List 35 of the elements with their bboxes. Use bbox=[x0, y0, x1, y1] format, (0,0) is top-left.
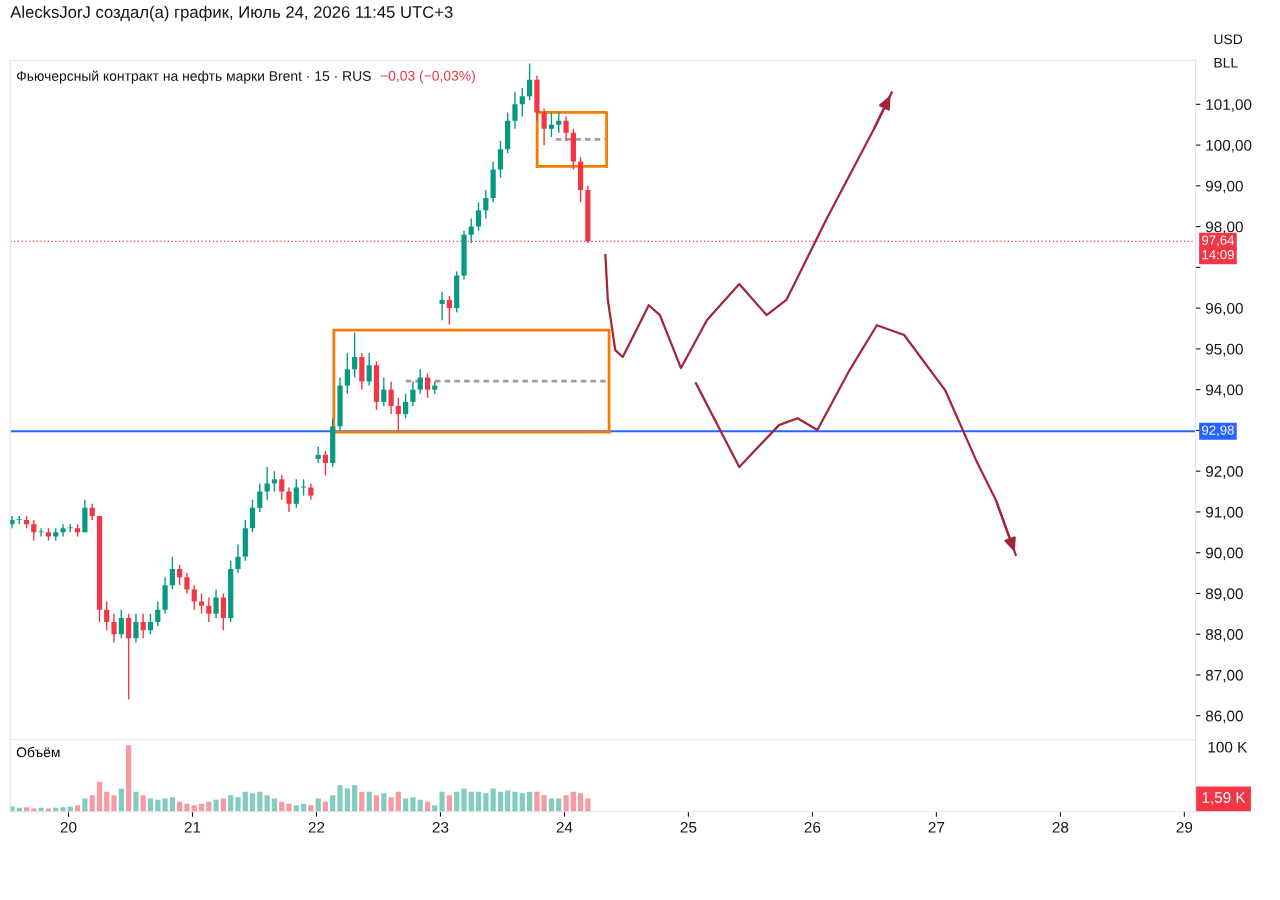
y-tick-label: 86,00 bbox=[1205, 710, 1243, 724]
ref-line-label: 97,64 bbox=[1202, 235, 1235, 247]
text: 1,59 K bbox=[1202, 792, 1246, 805]
text: USD bbox=[1214, 34, 1243, 45]
ref-line-label: 92,98 bbox=[1202, 425, 1234, 437]
y-tick-label: 96,00 bbox=[1205, 303, 1243, 316]
y-tick-label: 100,00 bbox=[1206, 139, 1252, 153]
text: Фьючерсный контракт на нефть марки Brent · 15 · RUS bbox=[16, 70, 371, 84]
x-tick-label: 20 bbox=[60, 821, 77, 833]
text: −0,03 (−0,03%) bbox=[380, 70, 475, 84]
x-tick-label: 28 bbox=[1052, 821, 1069, 833]
y-tick-label: 94,00 bbox=[1205, 384, 1243, 398]
x-tick-label: 29 bbox=[1176, 821, 1193, 833]
text: 14:09 bbox=[1202, 249, 1234, 260]
y-tick-label: 87,00 bbox=[1205, 669, 1243, 683]
x-tick-label: 25 bbox=[680, 821, 697, 833]
x-tick-label: 23 bbox=[432, 821, 449, 833]
y-tick-label: 90,00 bbox=[1205, 547, 1243, 561]
y-tick-label: 98,00 bbox=[1205, 221, 1243, 235]
chart-title: Объём bbox=[16, 746, 60, 758]
text: 100 K bbox=[1208, 741, 1248, 753]
x-tick-label: 21 bbox=[184, 821, 201, 833]
text: BLL bbox=[1214, 57, 1238, 68]
x-tick-label: 26 bbox=[804, 821, 821, 833]
y-tick-label: 88,00 bbox=[1205, 629, 1243, 642]
x-tick-label: 27 bbox=[928, 821, 945, 833]
y-tick-label: 91,00 bbox=[1205, 506, 1243, 520]
x-tick-label: 24 bbox=[556, 821, 573, 833]
y-tick-label: 89,00 bbox=[1205, 588, 1243, 601]
text: AlecksJorJ создал(а) график, Июль 24, 2026 11:45 UTC+3 bbox=[10, 5, 453, 22]
y-tick-label: 101,00 bbox=[1206, 99, 1252, 112]
y-tick-label: 92,00 bbox=[1205, 466, 1243, 479]
y-tick-label: 95,00 bbox=[1205, 343, 1243, 357]
x-tick-label: 22 bbox=[308, 821, 325, 833]
y-tick-label: 99,00 bbox=[1205, 180, 1243, 194]
